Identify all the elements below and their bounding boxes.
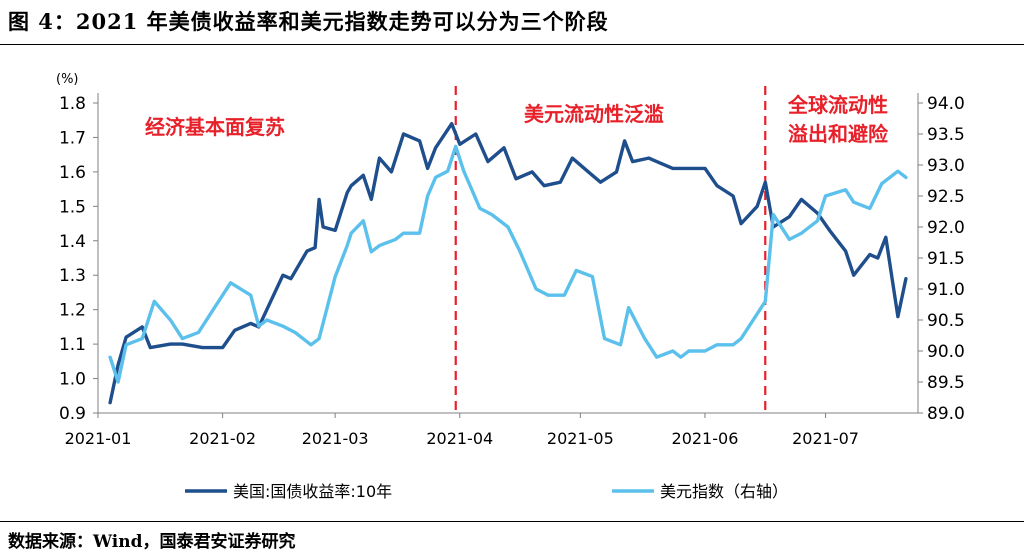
legend-label: 美元指数（右轴） xyxy=(660,482,788,501)
left-tick-label: 1.4 xyxy=(59,232,86,252)
right-tick-label: 89.0 xyxy=(927,404,965,424)
series-lines xyxy=(108,121,908,405)
title-divider xyxy=(0,44,1024,45)
axes-group: (%) 0.9 1.0 1.1 1.2 1.3 1.4 1.5 1.6 1.7 1.8 89.0 89.… xyxy=(56,72,965,448)
phase-annotation: 溢出和避险 xyxy=(788,122,889,146)
left-tick-label: 1.7 xyxy=(59,128,86,148)
page-title: 图 4：2021 年美债收益率和美元指数走势可以分为三个阶段 xyxy=(8,9,609,34)
left-tick-label: 1.6 xyxy=(59,163,86,183)
phase-annotation: 经济基本面复苏 xyxy=(145,115,285,139)
x-tick-label: 2021-06 xyxy=(672,429,739,448)
right-tick-label: 91.0 xyxy=(927,280,965,300)
dollar-index-line xyxy=(108,144,908,384)
left-tick-label: 1.8 xyxy=(59,94,86,114)
source-note: 数据来源：Wind，国泰君安证券研究 xyxy=(8,532,296,552)
right-tick-label: 93.5 xyxy=(927,125,965,145)
x-tick-label: 2021-03 xyxy=(302,429,369,448)
left-tick-label: 1.0 xyxy=(59,370,86,390)
legend-label: 美国:国债收益率:10年 xyxy=(233,482,392,501)
phase-annotation: 美元流动性泛滥 xyxy=(524,102,664,126)
left-tick-label: 1.2 xyxy=(59,301,86,321)
right-tick-label: 90.5 xyxy=(927,311,965,331)
left-axis-unit: (%) xyxy=(56,72,79,87)
legend: 美国:国债收益率:10年 美元指数（右轴） xyxy=(185,482,788,501)
right-tick-label: 92.5 xyxy=(927,187,965,207)
right-tick-label: 91.5 xyxy=(927,249,965,269)
x-tick-label: 2021-04 xyxy=(426,429,493,448)
right-tick-label: 92.0 xyxy=(927,218,965,238)
left-tick-label: 1.5 xyxy=(59,197,86,217)
x-tick-label: 2021-02 xyxy=(189,429,256,448)
yield-10y-line xyxy=(108,121,908,405)
phase-annotation: 全球流动性 xyxy=(787,93,888,117)
left-tick-label: 1.1 xyxy=(59,335,86,355)
x-tick-label: 2021-05 xyxy=(547,429,614,448)
right-tick-label: 93.0 xyxy=(927,156,965,176)
x-tick-label: 2021-01 xyxy=(65,429,132,448)
left-tick-label: 0.9 xyxy=(59,404,86,424)
left-tick-label: 1.3 xyxy=(59,266,86,286)
right-tick-label: 89.5 xyxy=(927,373,965,393)
right-tick-label: 94.0 xyxy=(927,94,965,114)
footer-divider xyxy=(0,521,1024,522)
phase-dividers xyxy=(454,86,767,413)
dual-axis-line-chart: (%) 0.9 1.0 1.1 1.2 1.3 1.4 1.5 1.6 1.7 1.8 89.0 89.… xyxy=(56,72,965,501)
right-tick-label: 90.0 xyxy=(927,342,965,362)
x-tick-label: 2021-07 xyxy=(792,429,859,448)
